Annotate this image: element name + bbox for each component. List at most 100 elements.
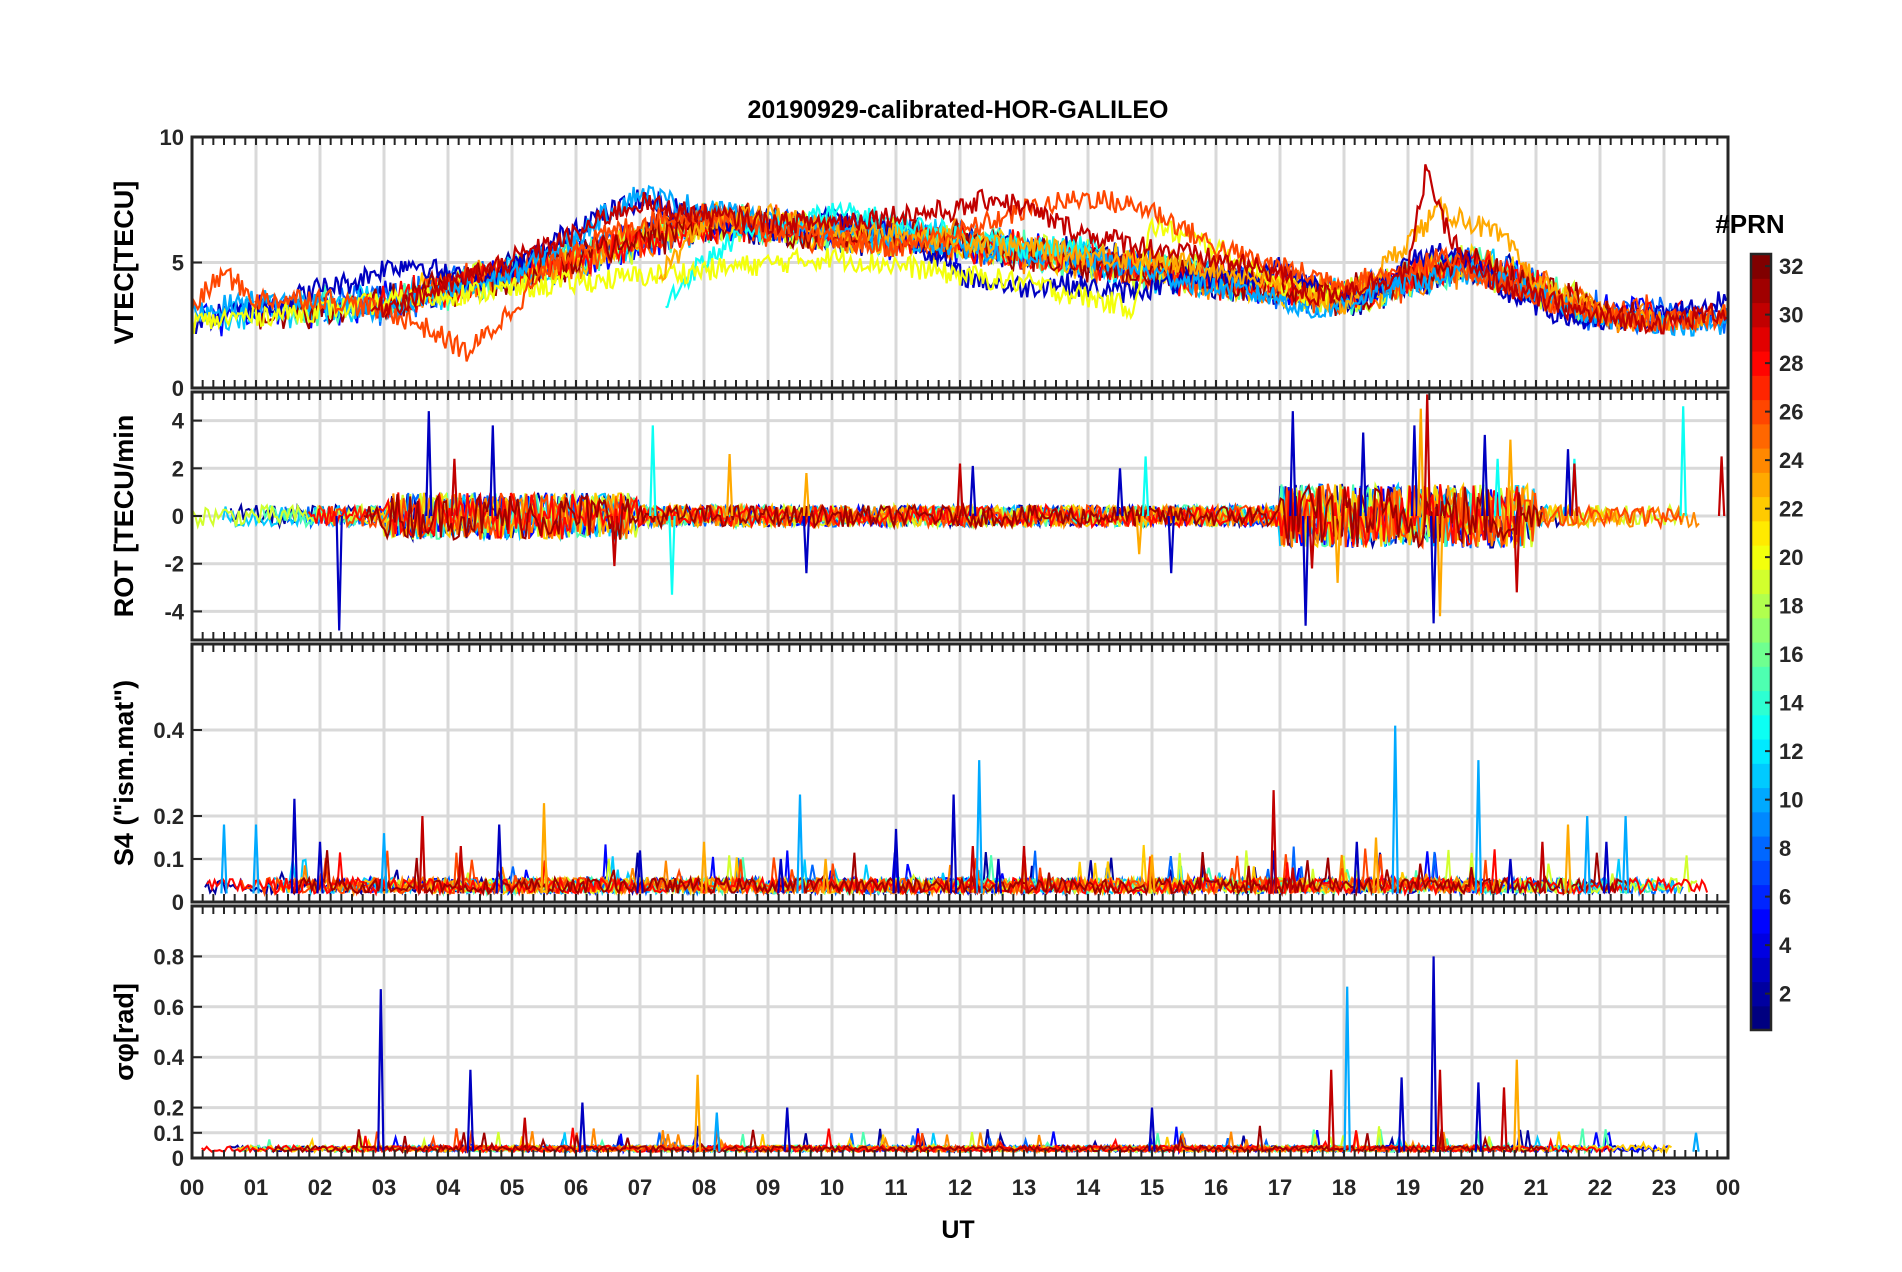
rot-axes-box bbox=[190, 390, 1730, 642]
vtec-ytick-label: 10 bbox=[160, 125, 184, 150]
colorbar-segment bbox=[1751, 763, 1771, 789]
rot-series-prn-23 bbox=[725, 408, 1515, 617]
sigma_phi-ytick-label: 0.6 bbox=[153, 995, 184, 1020]
x-tick-label: 12 bbox=[948, 1175, 972, 1200]
colorbar-segment bbox=[1751, 642, 1771, 667]
rot-series-group bbox=[192, 394, 1726, 631]
colorbar-segment bbox=[1751, 787, 1771, 813]
x-tick-label: 18 bbox=[1332, 1175, 1356, 1200]
sigma_phi-ytick-label: 0.4 bbox=[153, 1045, 184, 1070]
colorbar-tick-label: 8 bbox=[1779, 836, 1791, 861]
colorbar-segment bbox=[1751, 739, 1771, 764]
vtec-axes-box bbox=[190, 135, 1730, 390]
x-tick-label: 23 bbox=[1652, 1175, 1676, 1200]
rot-series-prn-13 bbox=[649, 406, 1687, 595]
sigma_phi-ytick-label: 0.8 bbox=[153, 944, 184, 969]
colorbar-tick-label: 28 bbox=[1779, 351, 1803, 376]
colorbar-segment bbox=[1751, 811, 1771, 837]
x-tick-label: 01 bbox=[244, 1175, 268, 1200]
colorbar-title: #PRN bbox=[1715, 209, 1784, 239]
colorbar-segment bbox=[1751, 351, 1771, 376]
rot-ytick-label: 0 bbox=[172, 504, 184, 529]
colorbar-segment bbox=[1751, 326, 1771, 352]
x-tick-label: 04 bbox=[436, 1175, 461, 1200]
x-tick-label: 17 bbox=[1268, 1175, 1292, 1200]
rot-ytick-label: 4 bbox=[172, 409, 185, 434]
colorbar-tick-label: 6 bbox=[1779, 885, 1791, 910]
sigma_phi-series-prn-3 bbox=[377, 956, 1483, 1152]
x-tick-label: 14 bbox=[1076, 1175, 1101, 1200]
x-tick-label: 19 bbox=[1396, 1175, 1420, 1200]
s4-ytick-label: 0.1 bbox=[153, 847, 184, 872]
x-tick-label: 05 bbox=[500, 1175, 524, 1200]
panel-sigma_phi: 00.10.2 0.4 0.6 0.8 σφ[rad] bbox=[109, 904, 1730, 1171]
panel-s4: 0 0.1 0.2 0.4 S4 ("ism.mat") bbox=[109, 642, 1730, 915]
colorbar-segment bbox=[1751, 254, 1771, 279]
sigma_phi-ytick-label: 0.1 bbox=[153, 1121, 184, 1146]
vtec-ytick-label: 5 bbox=[172, 251, 184, 276]
colorbar-tick-label: 2 bbox=[1779, 982, 1791, 1007]
panel-rot: -4 -2 0 2 4 ROT [TECU/min bbox=[109, 390, 1730, 642]
sigma_phi-ytick-label: 0 bbox=[172, 1146, 184, 1171]
rot-series-prn-3 bbox=[335, 411, 1572, 631]
colorbar-tick-label: 18 bbox=[1779, 594, 1803, 619]
colorbar-segment bbox=[1751, 375, 1771, 401]
colorbar-segment bbox=[1751, 302, 1771, 328]
sigma_phi-series-group bbox=[201, 956, 1700, 1156]
colorbar-tick-label: 16 bbox=[1779, 642, 1803, 667]
colorbar-tick-label: 26 bbox=[1779, 400, 1803, 425]
x-tick-label: 09 bbox=[756, 1175, 780, 1200]
colorbar-tick-label: 32 bbox=[1779, 254, 1803, 279]
s4-ytick-label: 0.2 bbox=[153, 804, 184, 829]
s4-series-prn-10 bbox=[220, 725, 1630, 894]
colorbar-segment bbox=[1751, 908, 1771, 934]
sigma_phi-series-prn-30 bbox=[521, 1069, 1508, 1152]
x-tick-label: 22 bbox=[1588, 1175, 1612, 1200]
sigma_phi-axes-box bbox=[190, 904, 1730, 1160]
s4-noise-prn-31 bbox=[288, 850, 1632, 897]
colorbar-segment bbox=[1751, 884, 1771, 910]
colorbar-tick-label: 22 bbox=[1779, 497, 1803, 522]
colorbar-segment bbox=[1751, 860, 1771, 886]
colorbar-segment bbox=[1751, 278, 1771, 304]
vtec-series-prn-20 bbox=[192, 216, 1345, 334]
colorbar-frame bbox=[1749, 252, 1773, 1032]
colorbar-tick-label: 24 bbox=[1779, 448, 1804, 473]
sigma_phi-ylabel: σφ[rad] bbox=[109, 983, 139, 1081]
chart-title: 20190929-calibrated-HOR-GALILEO bbox=[748, 96, 1169, 124]
colorbar-segment bbox=[1751, 448, 1771, 473]
s4-ylabel: S4 ("ism.mat") bbox=[109, 680, 139, 866]
vtec-ylabel: VTEC[TECU] bbox=[109, 181, 139, 345]
vtec-series-prn-26 bbox=[192, 190, 1728, 362]
rot-ytick-label: -4 bbox=[164, 599, 184, 624]
s4-series-prn-23 bbox=[540, 803, 1572, 894]
colorbar-segment bbox=[1751, 593, 1771, 619]
colorbar-segment bbox=[1751, 981, 1771, 1007]
x-tick-label: 10 bbox=[820, 1175, 844, 1200]
colorbar-segment bbox=[1751, 520, 1771, 546]
colorbar-segment bbox=[1751, 569, 1771, 595]
x-tick-labels: 00 01 02 03 04 05 06 07 08 09 10 11 12 13 14 15 16 17 18 19… bbox=[180, 1175, 1740, 1200]
vtec-ytick-label: 0 bbox=[172, 376, 184, 401]
x-tick-label: 00 bbox=[180, 1175, 204, 1200]
panel-vtec: 0 5 10 VTEC[TECU] bbox=[109, 125, 1730, 401]
s4-series-prn-30 bbox=[418, 790, 1547, 894]
s4-ytick-label: 0.4 bbox=[153, 718, 184, 743]
s4-series-prn-3 bbox=[290, 794, 1611, 894]
colorbar-segment bbox=[1751, 617, 1771, 643]
x-tick-label: 07 bbox=[628, 1175, 652, 1200]
x-tick-label: 02 bbox=[308, 1175, 332, 1200]
x-tick-label: 20 bbox=[1460, 1175, 1484, 1200]
vtec-series-group bbox=[192, 164, 1728, 362]
x-tick-label: 13 bbox=[1012, 1175, 1036, 1200]
colorbar-tick-label: 10 bbox=[1779, 788, 1803, 813]
s4-ytick-label: 0 bbox=[172, 890, 184, 915]
colorbar-segment bbox=[1751, 666, 1771, 692]
sigma_phi-series-prn-23 bbox=[693, 1059, 1521, 1152]
s4-axes-box bbox=[190, 642, 1730, 904]
colorbar-segment bbox=[1751, 472, 1771, 498]
x-tick-label: 03 bbox=[372, 1175, 396, 1200]
x-tick-label: 00 bbox=[1716, 1175, 1740, 1200]
